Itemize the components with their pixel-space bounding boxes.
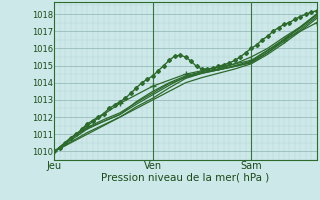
X-axis label: Pression niveau de la mer( hPa ): Pression niveau de la mer( hPa ) xyxy=(101,173,270,183)
